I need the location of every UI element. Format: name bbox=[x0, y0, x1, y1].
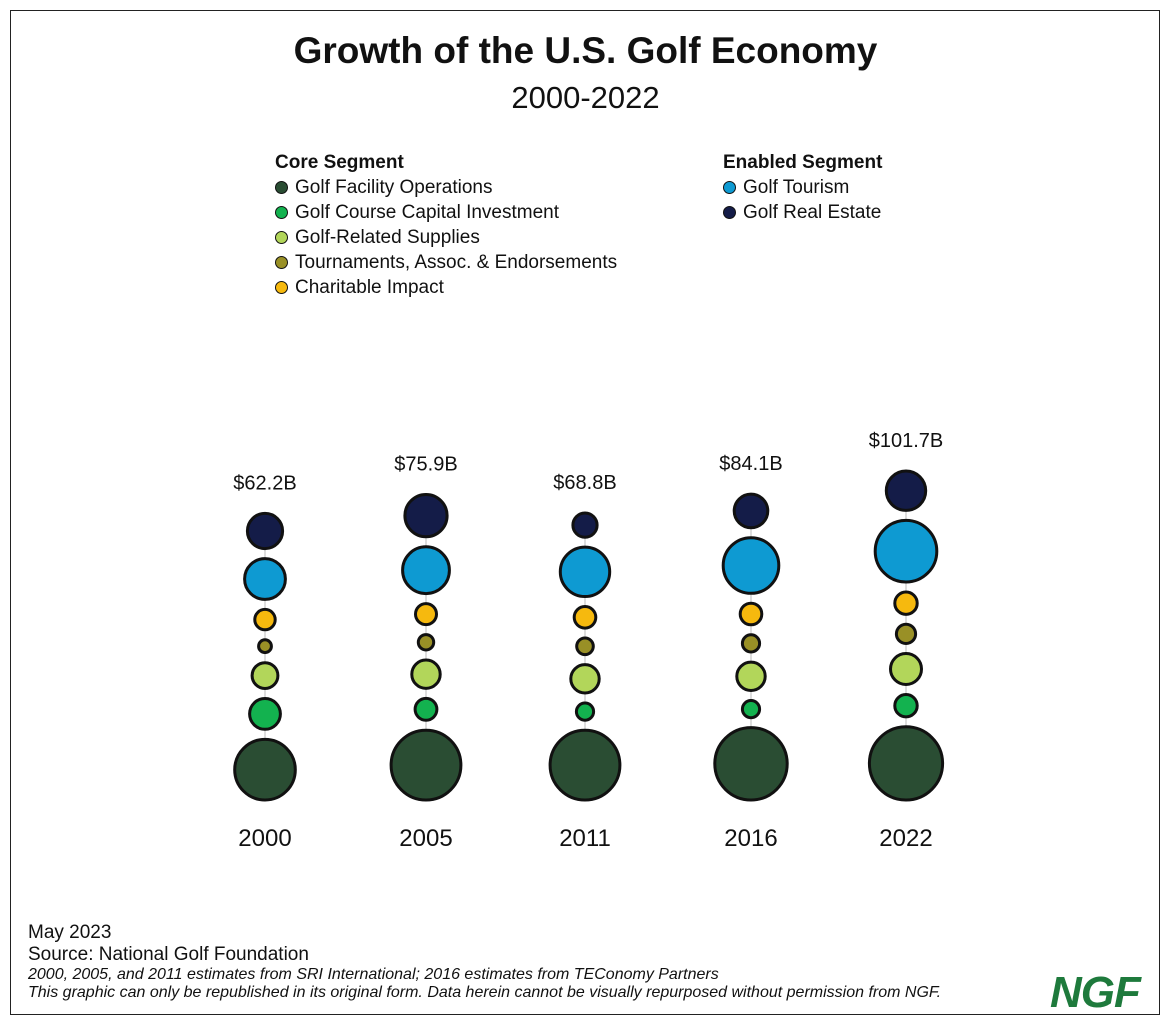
bubble-2016-golf-related-supplies bbox=[735, 660, 767, 692]
legend-item-golf-course-capital-investment: Golf Course Capital Investment bbox=[275, 200, 617, 225]
legend-label: Golf Course Capital Investment bbox=[295, 202, 560, 223]
bubble-2022-charitable-impact bbox=[893, 590, 919, 616]
footer: May 2023 Source: National Golf Foundatio… bbox=[28, 922, 941, 1002]
bubble-2016-golf-tourism bbox=[721, 536, 781, 595]
bubble-2011-golf-related-supplies bbox=[569, 663, 601, 695]
legend-dot-icon bbox=[723, 206, 736, 219]
legend-label: Charitable Impact bbox=[295, 277, 444, 298]
bubble-2016-charitable-impact bbox=[738, 601, 764, 627]
bubble-2022-golf-tourism bbox=[873, 518, 939, 584]
bubble-2005-tournaments-assoc-endorsements bbox=[416, 633, 436, 652]
bubble-2016-golf-real-estate bbox=[732, 492, 770, 530]
bubble-2005-golf-related-supplies bbox=[410, 658, 442, 690]
bubble-2000-golf-real-estate bbox=[245, 511, 285, 551]
bubble-2000-golf-facility-operations bbox=[233, 737, 297, 802]
bubble-2016-golf-course-capital-investment bbox=[740, 699, 762, 720]
legend-label: Golf Real Estate bbox=[743, 202, 882, 223]
footer-date: May 2023 bbox=[28, 922, 112, 943]
legend-item-golf-tourism: Golf Tourism bbox=[723, 175, 882, 200]
bubble-2000-golf-related-supplies bbox=[250, 661, 280, 690]
bubble-2005-golf-facility-operations bbox=[389, 728, 463, 802]
total-label-2011: $68.8B bbox=[553, 472, 616, 494]
legend-dot-icon bbox=[275, 281, 288, 294]
legend-dot-icon bbox=[723, 181, 736, 194]
legend-enabled-segment: Enabled Segment Golf Tourism Golf Real E… bbox=[723, 150, 882, 225]
bubble-2022-golf-real-estate bbox=[884, 469, 928, 512]
bubble-2000-tournaments-assoc-endorsements bbox=[257, 638, 273, 655]
year-label-2005: 2005 bbox=[399, 825, 452, 852]
total-label-2000: $62.2B bbox=[233, 473, 296, 495]
legend-label: Golf Facility Operations bbox=[295, 177, 493, 198]
legend-item-golf-real-estate: Golf Real Estate bbox=[723, 200, 882, 225]
bubble-2000-golf-tourism bbox=[243, 557, 287, 601]
legend-label: Golf Tourism bbox=[743, 177, 850, 198]
ngf-logo: NGF bbox=[1050, 968, 1141, 1017]
bubble-chart: $62.2B 2000 $75.9B 2005 $68.8B 2011 $84.1B 2016… bbox=[233, 430, 945, 852]
chart-subtitle: 2000-2022 bbox=[511, 80, 660, 115]
legend-core-segment: Core Segment Golf Facility Operations Go… bbox=[275, 150, 617, 300]
legend-dot-icon bbox=[275, 256, 288, 269]
bubble-2000-golf-course-capital-investment bbox=[248, 697, 282, 731]
legend-core-heading: Core Segment bbox=[275, 152, 404, 173]
chart-title: Growth of the U.S. Golf Economy bbox=[293, 30, 878, 71]
bubble-2000-charitable-impact bbox=[253, 607, 277, 632]
legend-dot-icon bbox=[275, 231, 288, 244]
footer-note-republish: This graphic can only be republished in … bbox=[28, 984, 942, 1001]
year-label-2016: 2016 bbox=[724, 825, 777, 852]
legend-enabled-heading: Enabled Segment bbox=[723, 152, 883, 173]
bubble-2011-tournaments-assoc-endorsements bbox=[575, 636, 595, 657]
bubble-2011-charitable-impact bbox=[572, 605, 598, 630]
bubble-2022-golf-related-supplies bbox=[889, 652, 923, 686]
bubble-2011-golf-course-capital-investment bbox=[574, 701, 596, 722]
year-label-2000: 2000 bbox=[238, 825, 291, 852]
bubble-2022-golf-course-capital-investment bbox=[893, 693, 919, 719]
bubble-2022-tournaments-assoc-endorsements bbox=[894, 622, 918, 646]
year-label-2022: 2022 bbox=[879, 825, 932, 852]
total-label-2022: $101.7B bbox=[869, 430, 944, 452]
footer-source: Source: National Golf Foundation bbox=[28, 944, 309, 965]
legend-dot-icon bbox=[275, 206, 288, 219]
bubble-2011-golf-tourism bbox=[558, 545, 612, 598]
bubble-2016-golf-facility-operations bbox=[713, 726, 789, 802]
legend-dot-icon bbox=[275, 181, 288, 194]
bubble-2011-golf-facility-operations bbox=[548, 728, 622, 802]
total-label-2016: $84.1B bbox=[719, 453, 782, 475]
bubble-2022-golf-facility-operations bbox=[867, 725, 945, 802]
legend-item-golf-facility-operations: Golf Facility Operations bbox=[275, 175, 617, 200]
bubble-2011-golf-real-estate bbox=[571, 511, 599, 539]
bubble-2005-golf-tourism bbox=[401, 545, 451, 596]
bubble-2005-charitable-impact bbox=[414, 602, 438, 627]
bubble-2016-tournaments-assoc-endorsements bbox=[740, 633, 762, 654]
legend-label: Golf-Related Supplies bbox=[295, 227, 480, 248]
footer-note-estimates: 2000, 2005, and 2011 estimates from SRI … bbox=[28, 966, 719, 983]
year-label-2011: 2011 bbox=[559, 825, 611, 852]
legend-item-golf-related-supplies: Golf-Related Supplies bbox=[275, 225, 617, 250]
total-label-2005: $75.9B bbox=[394, 454, 457, 476]
bubble-2005-golf-course-capital-investment bbox=[413, 696, 439, 722]
legend-label: Tournaments, Assoc. & Endorsements bbox=[295, 252, 618, 273]
legend-item-tournaments: Tournaments, Assoc. & Endorsements bbox=[275, 250, 617, 275]
bubble-2005-golf-real-estate bbox=[403, 492, 449, 539]
legend-item-charitable-impact: Charitable Impact bbox=[275, 275, 617, 300]
